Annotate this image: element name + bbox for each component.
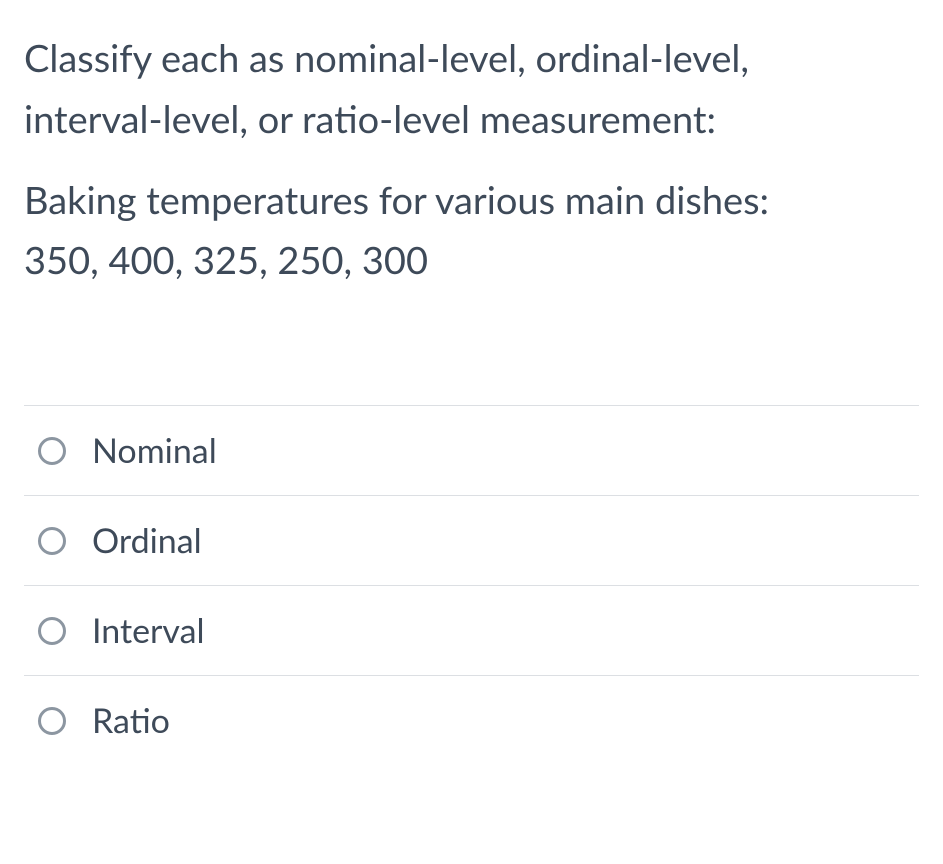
option-label: Nominal [92, 430, 217, 471]
question-text: Classify each as nominal-level, ordinal-… [24, 28, 919, 291]
question-line-4: 350, 400, 325, 250, 300 [24, 230, 919, 291]
option-label: Interval [92, 610, 205, 651]
radio-icon [38, 437, 66, 465]
option-interval[interactable]: Interval [24, 585, 919, 675]
question-line-1: Classify each as nominal-level, ordinal-… [24, 28, 919, 89]
question-line-2: interval-level, or ratio-level measureme… [24, 89, 919, 150]
options-list: Nominal Ordinal Interval Ratio [24, 405, 919, 741]
radio-icon [38, 707, 66, 735]
radio-icon [38, 617, 66, 645]
radio-icon [38, 527, 66, 555]
option-ratio[interactable]: Ratio [24, 675, 919, 741]
option-label: Ratio [92, 700, 170, 741]
question-line-3: Baking temperatures for various main dis… [24, 170, 919, 231]
option-label: Ordinal [92, 520, 202, 561]
option-nominal[interactable]: Nominal [24, 405, 919, 495]
option-ordinal[interactable]: Ordinal [24, 495, 919, 585]
